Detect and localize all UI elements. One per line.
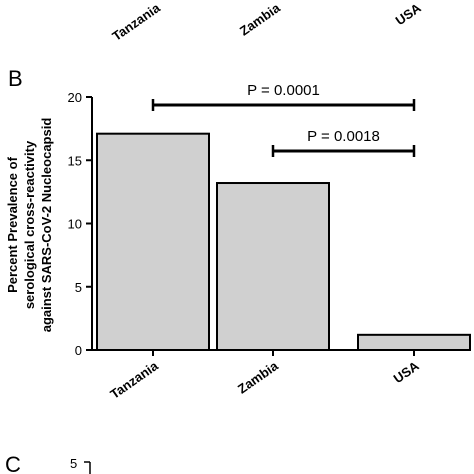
top-category-label: Tanzania bbox=[109, 0, 163, 44]
y-axis-label-line: Percent Prevalence of bbox=[5, 156, 20, 293]
p-value-label: P = 0.0018 bbox=[307, 128, 380, 145]
top-panel-category-labels: Tanzania Zambia USA bbox=[109, 0, 424, 44]
bar bbox=[96, 132, 210, 351]
panel-b-letter: B bbox=[8, 66, 23, 91]
y-tick-label: 15 bbox=[68, 153, 82, 168]
top-category-label: USA bbox=[393, 0, 425, 28]
panel-c-partial-tick: 5 bbox=[70, 456, 77, 471]
y-tick-label: 10 bbox=[68, 217, 82, 232]
bars bbox=[96, 132, 471, 352]
y-ticks: 0 5 10 15 20 bbox=[68, 90, 92, 358]
x-category-label: Zambia bbox=[235, 358, 282, 397]
p-value-label: P = 0.0001 bbox=[247, 82, 320, 99]
y-axis-label: Percent Prevalence of serological cross-r… bbox=[5, 118, 54, 333]
bar bbox=[216, 182, 330, 351]
x-category-label: USA bbox=[391, 358, 423, 386]
bar bbox=[357, 333, 471, 352]
significance-annotations: P = 0.0001 P = 0.0018 bbox=[151, 82, 416, 157]
x-category-label: Tanzania bbox=[107, 358, 161, 402]
y-axis-label-line: serological cross-reactivity bbox=[22, 140, 37, 309]
x-category-labels: Tanzania Zambia USA bbox=[107, 350, 422, 402]
panel-c-letter: C bbox=[5, 452, 21, 474]
y-axis-label-line: against SARS-CoV-2 Nucleocapsid bbox=[39, 118, 54, 333]
top-category-label: Zambia bbox=[237, 0, 284, 39]
y-tick-label: 20 bbox=[68, 90, 82, 105]
y-tick-label: 0 bbox=[75, 343, 82, 358]
y-tick-label: 5 bbox=[75, 280, 82, 295]
